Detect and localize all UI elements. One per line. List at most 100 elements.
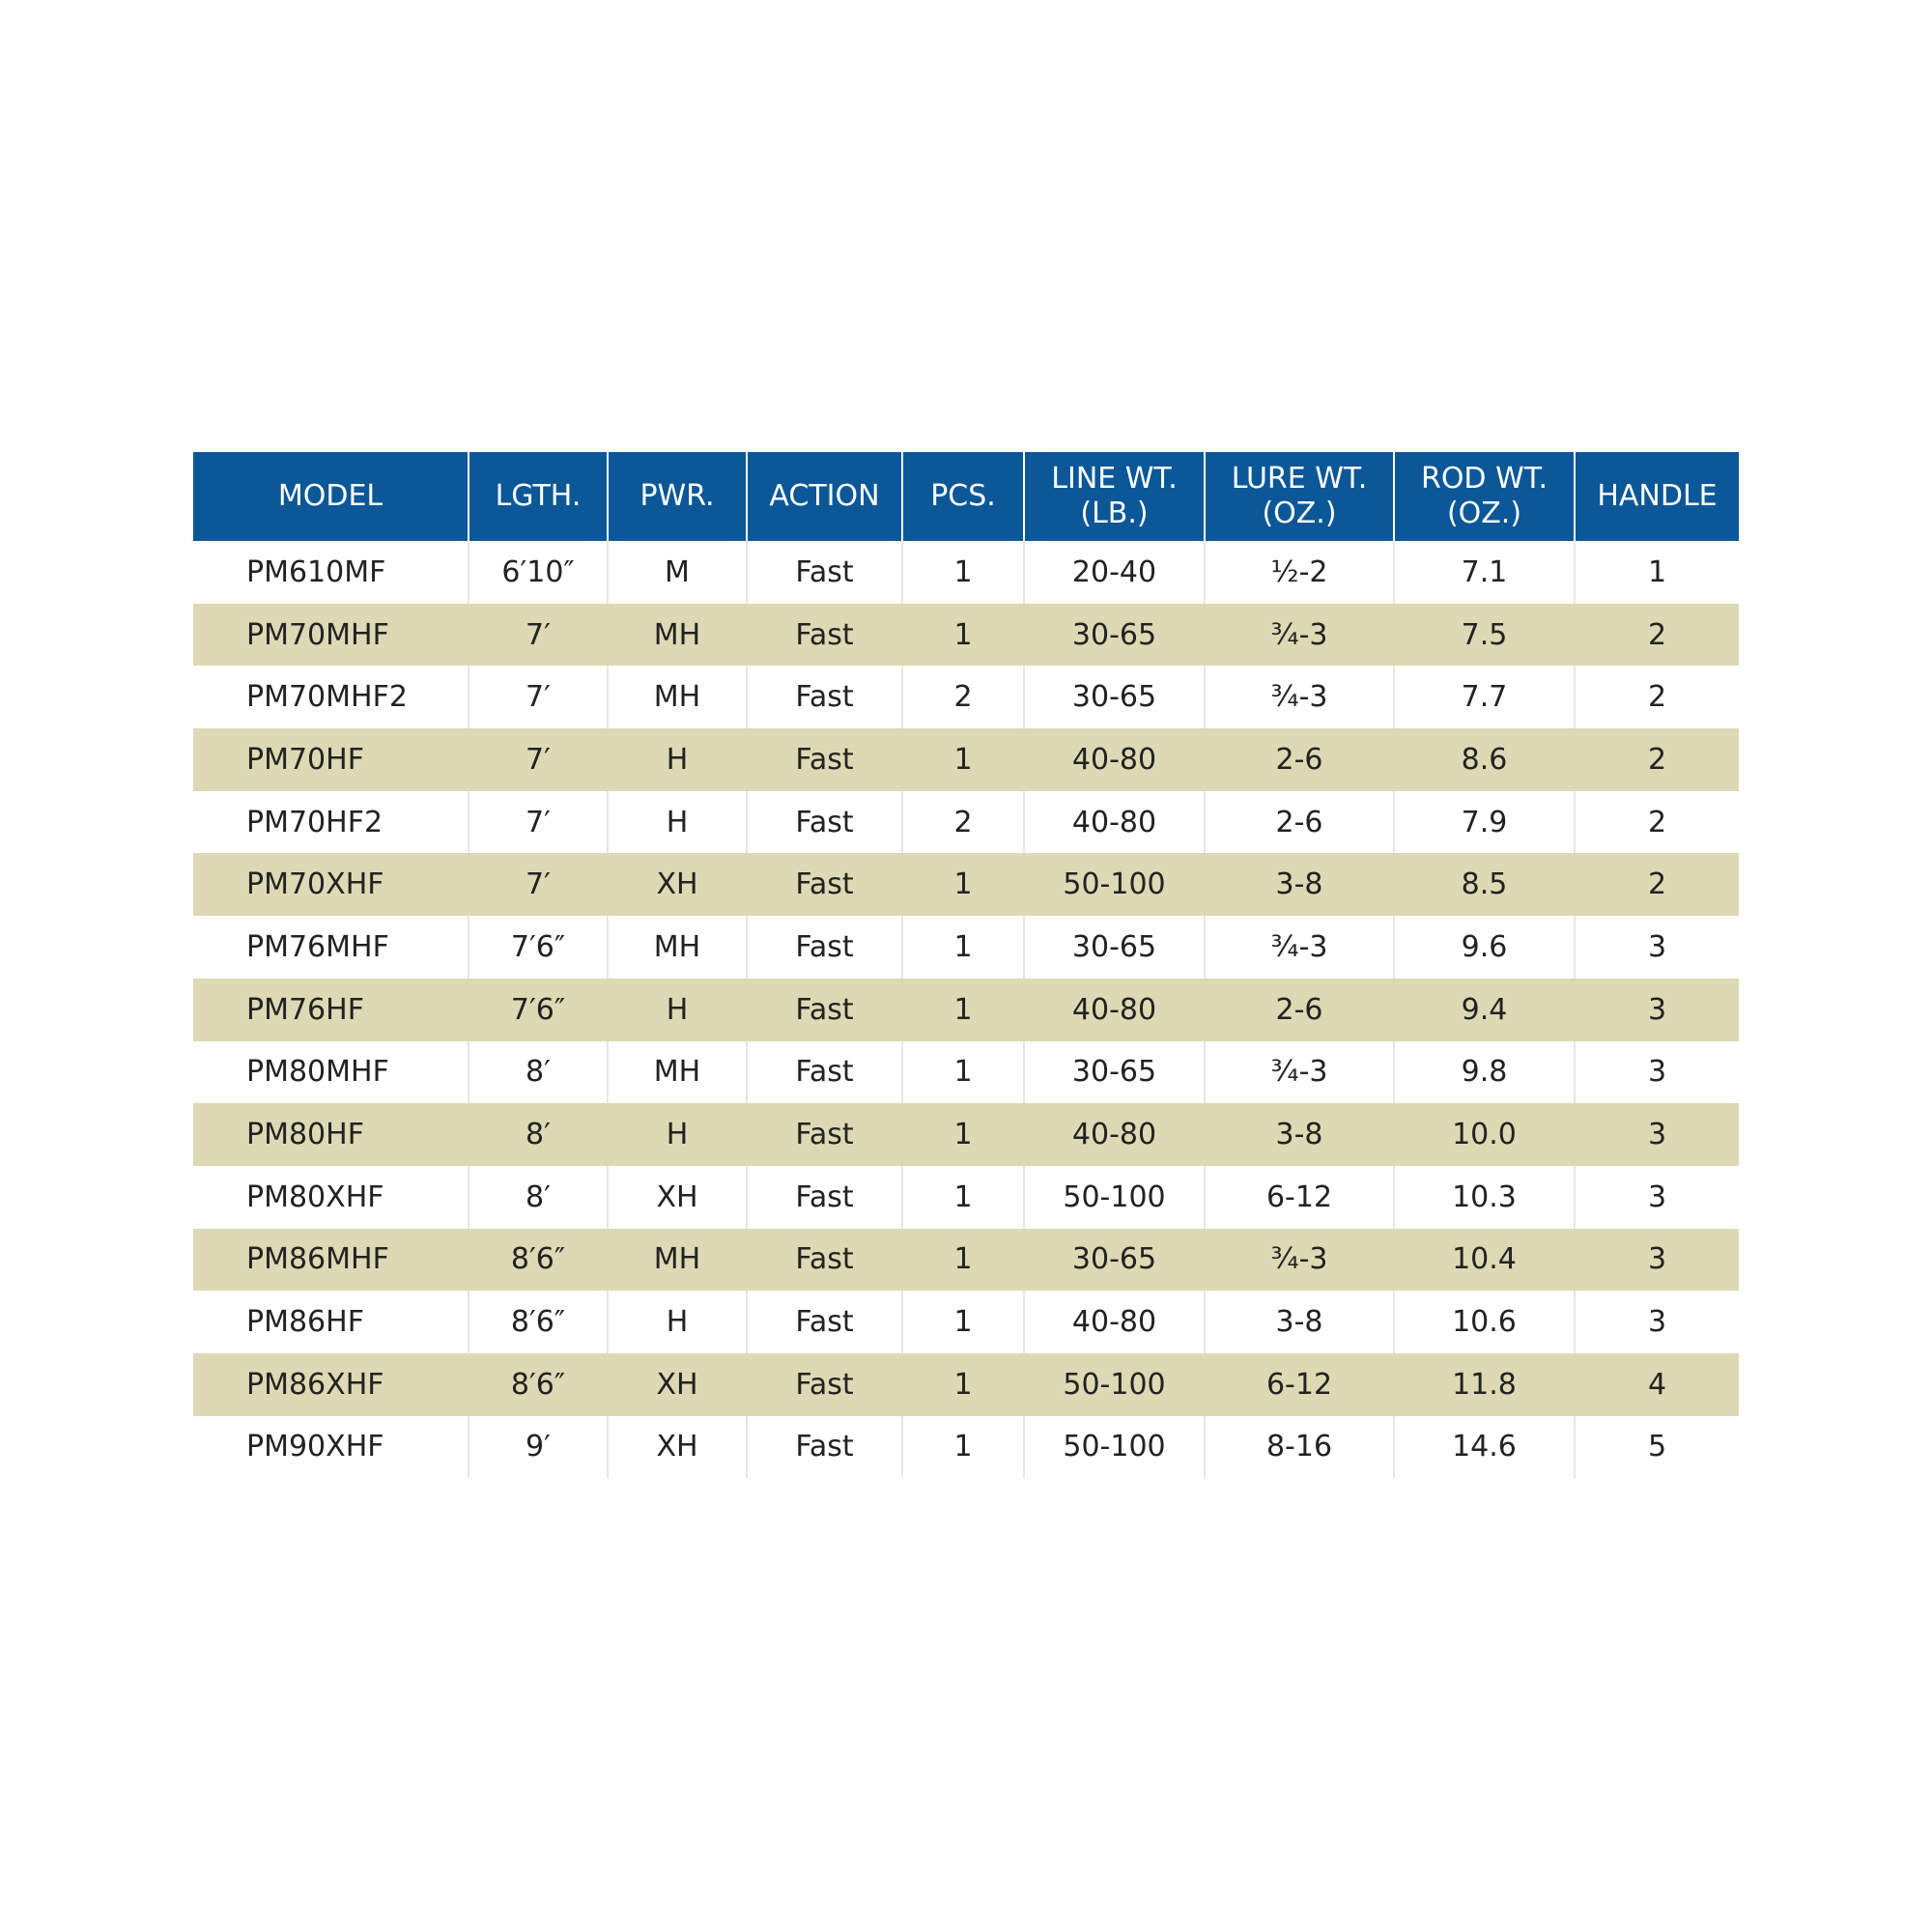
table-row: PM80XHF 8′ XH Fast 1 50-100 6-12 10.3 3 [193,1165,1739,1229]
table-cell: PM90XHF [246,1430,384,1464]
table-cell: 2 [1574,853,1739,917]
table-cell: 11.8 [1393,1352,1575,1416]
header-cell: LINE WT. (LB.) [1023,452,1205,541]
table-cell: ¾-3 [1204,1040,1394,1104]
table-row: PM70MHF2 7′ MH Fast 2 30-65 ¾-3 7.7 2 [193,666,1739,729]
table-cell: 1 [901,1291,1024,1353]
table-cell: 1 [901,541,1024,604]
table-cell: 7.7 [1393,666,1575,729]
table-cell: 3 [1574,1040,1739,1104]
table-cell: 7′ [468,728,608,791]
table-cell: 10.0 [1393,1103,1575,1166]
header-cell: HANDLE [1574,452,1739,541]
header-text: (LB.) [1080,497,1149,530]
table-cell: MH [607,916,747,979]
header-cell: PCS. [901,452,1024,541]
header-cell: PWR. [607,452,747,541]
table-cell: PM80HF [193,1103,469,1166]
table-cell: Fast [746,1291,902,1353]
table-cell: 3 [1574,916,1739,979]
table-cell: 7.9 [1393,790,1575,854]
table-cell: 3 [1574,1291,1739,1353]
table-cell: 20-40 [1023,541,1205,604]
table-cell: 40-80 [1023,978,1205,1041]
table-cell: 1 [901,978,1024,1041]
table-cell: PM70HF2 [246,805,384,839]
table-cell: 9′ [468,1415,608,1479]
table-cell: 7.5 [1393,603,1575,667]
table-cell: 3-8 [1204,1291,1394,1353]
table-cell: ½-2 [1204,541,1394,604]
table-cell: 3-8 [1204,1103,1394,1166]
table-cell: 40-80 [1023,1291,1205,1353]
table-cell: PM70HF [193,728,469,791]
table-row: PM70HF 7′ H Fast 1 40-80 2-6 8.6 2 [193,728,1739,791]
table-cell: 7.1 [1393,541,1575,604]
table-cell: 1 [901,1352,1024,1416]
table-cell: 8′6″ [468,1291,608,1353]
table-cell: 3-8 [1204,853,1394,917]
table-cell: PM86MHF [193,1228,469,1292]
table-cell: 14.6 [1393,1415,1575,1479]
table-header: MODEL LGTH. PWR. ACTION PCS. LINE WT. (LB.) LUR… [193,452,1739,541]
table-row: PM90XHF 9′ XH Fast 1 50-100 8-16 14.6 5 [193,1415,1739,1479]
table-cell: ¾-3 [1204,1228,1394,1292]
table-cell: 8.5 [1393,853,1575,917]
table-cell: 9.8 [1393,1040,1575,1104]
table-row: PM70XHF 7′ XH Fast 1 50-100 3-8 8.5 2 [193,853,1739,917]
table-cell: Fast [746,666,902,729]
table-cell: 2 [901,666,1024,729]
table-cell: H [607,728,747,791]
table-cell: Fast [746,1352,902,1416]
table-cell: 30-65 [1023,1228,1205,1292]
table-cell: 9.4 [1393,978,1575,1041]
table-cell: 8-16 [1204,1415,1394,1479]
header-text: MODEL [277,479,384,513]
table-cell: MH [607,603,747,667]
table-cell: 7′ [468,790,608,854]
table-cell: Fast [746,978,902,1041]
header-text: HANDLE [1597,479,1718,513]
spec-table: MODEL LGTH. PWR. ACTION PCS. LINE WT. (LB.) LUR… [193,452,1739,1479]
table-cell: 1 [1574,541,1739,604]
table-row: PM86MHF 8′6″ MH Fast 1 30-65 ¾-3 10.4 3 [193,1228,1739,1292]
table-cell: H [607,1103,747,1166]
table-cell: 50-100 [1023,1352,1205,1416]
table-cell: H [607,1291,747,1353]
table-cell: 1 [901,1228,1024,1292]
table-cell: PM76HF [193,978,469,1041]
table-cell: 10.6 [1393,1291,1575,1353]
table-cell: 2-6 [1204,728,1394,791]
table-cell: 8.6 [1393,728,1575,791]
table-cell: 3 [1574,1228,1739,1292]
table-cell: 40-80 [1023,728,1205,791]
header-text: ROD WT. [1420,462,1548,496]
table-cell: Fast [746,853,902,917]
table-cell: ¾-3 [1204,916,1394,979]
table-cell: 2 [1574,666,1739,729]
table-cell: PM80MHF [246,1055,389,1090]
table-cell: 2 [901,790,1024,854]
table-cell: 3 [1574,978,1739,1041]
table-cell: Fast [746,1165,902,1229]
table-cell: 30-65 [1023,1040,1205,1104]
table-cell: 3 [1574,1165,1739,1229]
table-cell: H [607,790,747,854]
table-row: PM76HF 7′6″ H Fast 1 40-80 2-6 9.4 3 [193,978,1739,1041]
table-cell: 1 [901,1103,1024,1166]
table-cell: 8′ [468,1165,608,1229]
table-cell: Fast [746,541,902,604]
header-text: PCS. [930,479,996,513]
table-cell: Fast [746,603,902,667]
table-cell: PM86XHF [193,1352,469,1416]
table-cell: 7′ [468,853,608,917]
table-cell: Fast [746,916,902,979]
table-row: PM70HF2 7′ H Fast 2 40-80 2-6 7.9 2 [193,790,1739,854]
table-cell: 6-12 [1204,1165,1394,1229]
table-cell: Fast [746,1040,902,1104]
header-cell: ACTION [746,452,902,541]
table-cell: MH [607,666,747,729]
table-cell: 3 [1574,1103,1739,1166]
table-cell: XH [607,1415,747,1479]
